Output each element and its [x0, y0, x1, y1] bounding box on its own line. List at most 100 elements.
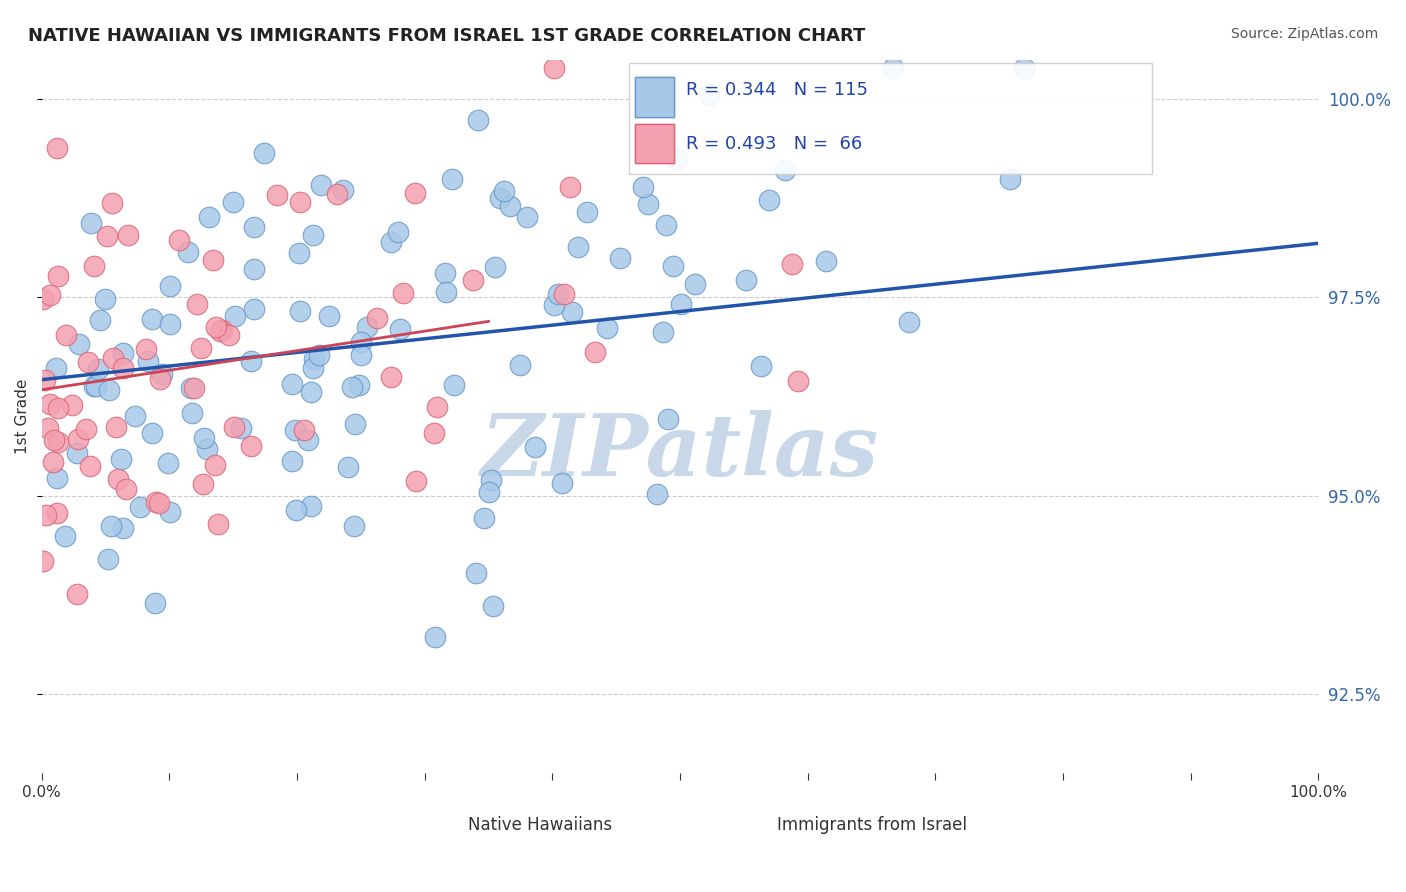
Point	[60, 398, 83, 412]
Point	[46, 435, 69, 450]
Point	[239, 353, 262, 368]
Point	[46, 269, 69, 284]
Point	[609, 252, 631, 266]
Point	[231, 421, 253, 435]
Point	[498, 199, 520, 213]
Point	[494, 184, 516, 198]
Point	[150, 367, 173, 381]
Point	[181, 406, 204, 420]
Point	[207, 516, 229, 531]
Point	[380, 235, 402, 249]
Point	[117, 227, 139, 242]
Point	[441, 171, 464, 186]
Point	[159, 505, 181, 519]
Point	[567, 240, 589, 254]
Point	[242, 261, 264, 276]
Point	[46, 401, 69, 416]
Point	[75, 421, 97, 435]
Point	[387, 225, 409, 239]
Point	[472, 511, 495, 525]
Point	[637, 197, 659, 211]
Point	[297, 433, 319, 447]
Point	[55, 328, 77, 343]
Point	[240, 439, 263, 453]
Point	[661, 260, 683, 274]
Point	[998, 172, 1021, 186]
Point	[302, 227, 325, 242]
Point	[148, 495, 170, 509]
Point	[775, 162, 797, 177]
Point	[66, 432, 89, 446]
Point	[292, 423, 315, 437]
Point	[97, 552, 120, 566]
Point	[183, 381, 205, 395]
Point	[308, 348, 330, 362]
Point	[34, 373, 56, 387]
Point	[786, 374, 808, 388]
Point	[209, 324, 232, 338]
Point	[39, 287, 62, 301]
Point	[83, 379, 105, 393]
Point	[815, 254, 838, 268]
Text: ZIPatlas: ZIPatlas	[481, 410, 879, 494]
Point	[543, 298, 565, 312]
Point	[299, 385, 322, 400]
Point	[288, 245, 311, 260]
Point	[143, 596, 166, 610]
Point	[101, 195, 124, 210]
Point	[53, 529, 76, 543]
Point	[266, 187, 288, 202]
Point	[96, 229, 118, 244]
Point	[124, 409, 146, 424]
Point	[110, 452, 132, 467]
Point	[669, 297, 692, 311]
Point	[391, 285, 413, 300]
Point	[426, 400, 449, 414]
Point	[32, 293, 55, 307]
Point	[66, 446, 89, 460]
Point	[284, 502, 307, 516]
Point	[32, 554, 55, 568]
Point	[302, 361, 325, 376]
Point	[780, 257, 803, 271]
Point	[326, 186, 349, 201]
Point	[652, 325, 675, 339]
Point	[425, 631, 447, 645]
Point	[380, 370, 402, 384]
FancyBboxPatch shape	[738, 798, 769, 827]
Point	[645, 486, 668, 500]
Point	[666, 153, 689, 167]
Point	[204, 458, 226, 472]
Point	[39, 397, 62, 411]
Point	[657, 412, 679, 426]
Point	[138, 354, 160, 368]
FancyBboxPatch shape	[636, 78, 673, 117]
Point	[350, 348, 373, 362]
Point	[683, 277, 706, 292]
Point	[288, 194, 311, 209]
Point	[243, 301, 266, 316]
Point	[547, 287, 569, 301]
Point	[280, 377, 302, 392]
Point	[284, 423, 307, 437]
Point	[337, 459, 360, 474]
Point	[156, 456, 179, 470]
Point	[79, 216, 101, 230]
Point	[388, 322, 411, 336]
Point	[76, 355, 98, 369]
Point	[84, 379, 107, 393]
Point	[180, 381, 202, 395]
Point	[516, 210, 538, 224]
Point	[524, 440, 547, 454]
Point	[222, 195, 245, 210]
Point	[111, 521, 134, 535]
Text: Source: ZipAtlas.com: Source: ZipAtlas.com	[1230, 27, 1378, 41]
Point	[202, 252, 225, 267]
Point	[288, 303, 311, 318]
Text: Immigrants from Israel: Immigrants from Israel	[776, 816, 966, 834]
Point	[112, 360, 135, 375]
Point	[281, 454, 304, 468]
Point	[550, 475, 572, 490]
Point	[489, 191, 512, 205]
Point	[41, 455, 63, 469]
